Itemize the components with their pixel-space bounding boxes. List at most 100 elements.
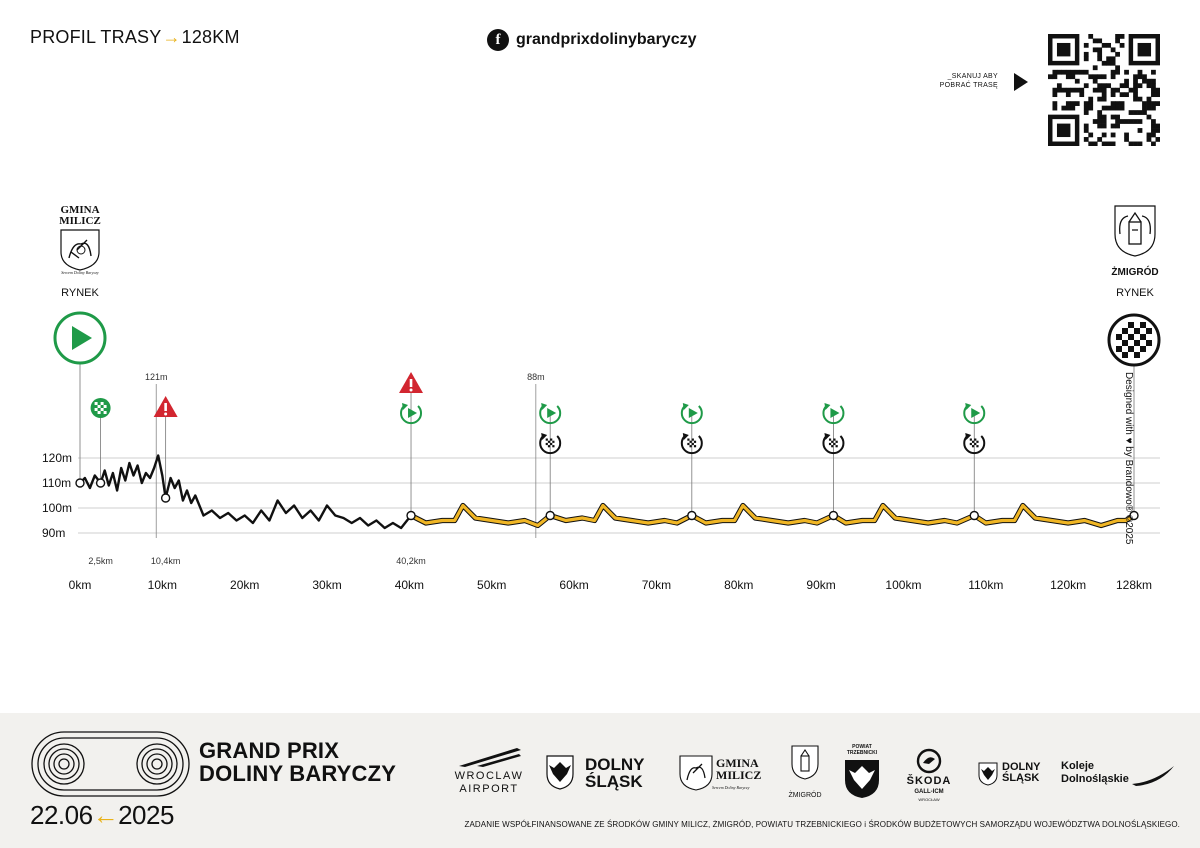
km-point-label: 2,5km <box>88 556 113 566</box>
finish-place: RYNEK <box>1116 287 1154 299</box>
profile-marker-dot <box>1129 510 1139 521</box>
funding-note: ZADANIE WSPÓŁFINANSOWANE ZE ŚRODKÓW GMIN… <box>464 820 1180 829</box>
scan-line-1: _SKANUJ ABY <box>947 73 998 80</box>
title-label: PROFIL TRASY <box>30 27 162 47</box>
event-name-line-1: GRAND PRIX <box>199 738 340 763</box>
grid-lines <box>78 457 1160 534</box>
event-name-line-2: DOLINY BARYCZY <box>199 761 397 786</box>
gmina-label: GMINA <box>60 204 100 216</box>
start-icon <box>53 311 107 365</box>
profile-approach-line <box>79 454 412 530</box>
dolny-slask-small-line-2: ŚLĄSK <box>1002 772 1040 784</box>
profile-marker-dot <box>969 510 979 521</box>
loop-start-icon <box>400 403 423 425</box>
gmina-milicz-name: GMINA MILICZ <box>55 205 105 227</box>
qr-code[interactable] <box>1048 34 1160 146</box>
km-point-label: 10,4km <box>151 556 181 566</box>
wroclaw-airport-logo: WROCLAW AIRPORT <box>446 770 532 796</box>
loop-finish-icon <box>539 433 562 455</box>
skoda-logo-icon <box>916 748 942 774</box>
profile-marker-dot <box>828 510 839 521</box>
zmigrod-logo-label: ŻMIGRÓD <box>788 792 822 799</box>
zmigrod-crest-small-icon <box>791 745 819 780</box>
powiat-line-1: POWIAT <box>852 744 872 750</box>
loop-start-icon <box>963 403 986 425</box>
x-tick-label: 20km <box>230 578 259 592</box>
eagle-crest-small-icon <box>978 762 998 786</box>
checkered-flag-icon <box>90 398 111 418</box>
dolny-slask-line-2: ŚLĄSK <box>585 772 643 791</box>
skoda-city: WROCŁAW <box>918 797 940 802</box>
loop-start-icon <box>539 403 562 425</box>
design-credit: Designed with ♥ by Brandowo® ©2025 <box>1123 372 1134 545</box>
route-icons <box>53 311 1161 455</box>
loop-finish-icon <box>822 433 845 455</box>
powiat-line-2: TRZEBNICKI <box>846 750 878 756</box>
profile-marker-dot <box>95 478 106 488</box>
koleje-dolnoslaskie-logo: Koleje Dolnośląskie <box>1061 760 1129 786</box>
profile-marker-dot <box>545 510 555 521</box>
skoda-dealer: GALL-ICM <box>914 789 944 795</box>
title-arrow: → <box>162 27 181 47</box>
y-tick-label: 110m <box>42 476 71 490</box>
km-point-label: 40,2km <box>396 556 426 566</box>
play-arrow-icon <box>1014 73 1028 91</box>
x-tick-label: 80km <box>724 578 753 592</box>
event-name: GRAND PRIX DOLINY BARYCZY <box>199 739 396 785</box>
scan-instruction: _SKANUJ ABY POBRAĆ TRASĘ <box>930 72 998 90</box>
skoda-logo-label: ŠKODA <box>906 775 952 787</box>
milicz-label: MILICZ <box>59 215 101 227</box>
milicz-logo-line-2: MILICZ <box>716 768 762 782</box>
date-arrow: ← <box>92 800 119 830</box>
y-axis-labels: 120m 110m 100m 90m <box>42 451 72 540</box>
loop-start-icon <box>680 403 703 425</box>
zmigrod-name: ŻMIGRÓD <box>1111 267 1159 278</box>
profile-marker-dot <box>160 493 171 503</box>
facebook-handle: grandprixdolinybaryczy <box>516 31 697 48</box>
x-tick-label: 40km <box>395 578 424 592</box>
page-title: PROFIL TRASY→128KM <box>30 27 240 48</box>
koleje-swoosh-icon <box>1132 766 1174 786</box>
profile-marker-dot <box>75 478 85 488</box>
event-year: 2025 <box>118 800 174 830</box>
warning-icon <box>153 396 178 417</box>
facebook-link[interactable]: f grandprixdolinybaryczy <box>487 29 697 51</box>
powiat-trzebnicki-logo: POWIAT TRZEBNICKI <box>839 744 885 756</box>
x-tick-label: 100km <box>885 578 921 592</box>
milicz-crest-caption: Sercem Doliny Baryczy <box>61 270 99 275</box>
x-tick-label: 128km <box>1116 578 1152 592</box>
milicz-crest-icon <box>60 229 100 271</box>
start-place: RYNEK <box>61 287 99 299</box>
y-tick-label: 90m <box>42 526 65 540</box>
loop-finish-icon <box>963 433 986 455</box>
dolny-slask-small-line-1: DOLNY <box>1002 761 1041 773</box>
footer <box>0 713 1200 848</box>
loop-start-icon <box>822 403 845 425</box>
x-tick-label: 0km <box>69 578 92 592</box>
gmina-milicz-logo: GMINA MILICZ <box>716 757 761 781</box>
powiat-crest-icon <box>845 760 879 798</box>
x-tick-label: 70km <box>642 578 671 592</box>
scan-line-2: POBRAĆ TRASĘ <box>939 82 998 89</box>
y-tick-label: 100m <box>42 501 72 515</box>
warning-icon <box>399 372 424 393</box>
profile-marker-dot <box>687 510 697 521</box>
zmigrod-crest-icon <box>1114 205 1156 257</box>
x-tick-label: 120km <box>1050 578 1086 592</box>
event-day: 22.06 <box>30 800 93 830</box>
koleje-line-2: Dolnośląskie <box>1061 773 1129 785</box>
dolny-slask-logo: DOLNY ŚLĄSK <box>585 756 645 790</box>
elevation-profile-chart: 120m 110m 100m 90m 121m 88m 2,5km 10,4km 40,2k… <box>42 311 1161 592</box>
y-tick-label: 120m <box>42 451 72 465</box>
airport-line-2: AIRPORT <box>459 783 519 795</box>
milicz-crest-small-icon <box>679 755 713 791</box>
x-tick-label: 90km <box>806 578 835 592</box>
koleje-line-1: Koleje <box>1061 760 1095 772</box>
x-tick-label: 60km <box>559 578 588 592</box>
profile-lines <box>79 454 1136 530</box>
profile-marker-dot <box>406 510 416 521</box>
wroclaw-airport-logo-icon <box>459 748 521 767</box>
elevation-annotation: 88m <box>527 372 545 382</box>
x-tick-label: 110km <box>968 578 1003 592</box>
finish-icon <box>1107 313 1161 367</box>
